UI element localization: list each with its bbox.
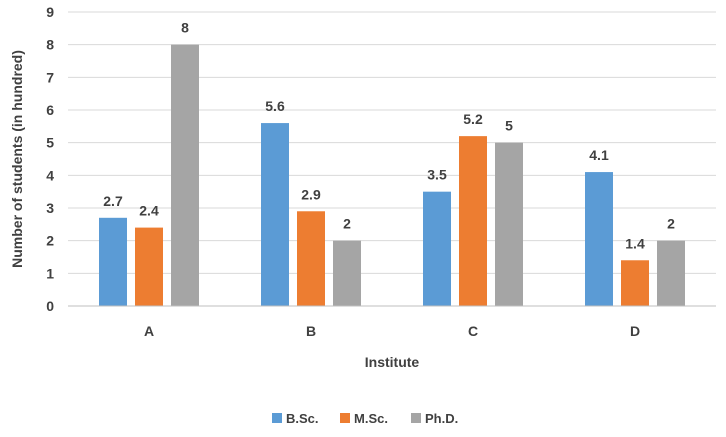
- bar-phd-d: [657, 240, 685, 306]
- data-label: 5: [505, 118, 513, 134]
- bar-bsc-c: [423, 191, 451, 306]
- y-tick-label: 5: [46, 135, 54, 151]
- data-label: 2.4: [139, 203, 159, 219]
- x-axis-categories: A B C D: [144, 323, 640, 339]
- bar-bsc-a: [99, 217, 127, 306]
- legend: B.Sc. M.Sc. Ph.D.: [272, 411, 458, 426]
- data-label: 4.1: [589, 147, 609, 163]
- gridlines: [68, 11, 716, 274]
- legend-swatch-bsc: [272, 413, 282, 423]
- legend-label: M.Sc.: [354, 411, 388, 426]
- legend-label: B.Sc.: [286, 411, 319, 426]
- data-label: 2.9: [301, 186, 321, 202]
- y-tick-label: 0: [46, 298, 54, 314]
- y-tick-label: 7: [46, 69, 54, 85]
- legend-swatch-phd: [411, 413, 421, 423]
- bar-msc-b: [297, 211, 325, 306]
- legend-swatch-msc: [340, 413, 350, 423]
- y-tick-label: 2: [46, 233, 54, 249]
- bar-msc-a: [135, 227, 163, 306]
- data-labels: 2.7 2.4 8 5.6 2.9 2 3.5 5.2 5 4.1 1.4 2: [103, 20, 675, 252]
- bar-bsc-d: [585, 172, 613, 306]
- bar-msc-d: [621, 260, 649, 306]
- data-label: 3.5: [427, 167, 447, 183]
- y-tick-label: 8: [46, 37, 54, 53]
- x-category-label: B: [306, 323, 316, 339]
- y-tick-label: 1: [46, 265, 54, 281]
- bar-phd-b: [333, 240, 361, 306]
- legend-label: Ph.D.: [425, 411, 458, 426]
- data-label: 2: [667, 216, 675, 232]
- data-label: 1.4: [625, 235, 645, 251]
- data-label: 5.2: [463, 111, 483, 127]
- data-label: 2.7: [103, 193, 123, 209]
- bars: [99, 44, 685, 307]
- y-axis-title: Number of students (in hundred): [9, 50, 25, 268]
- y-axis-ticks: 0 1 2 3 4 5 6 7 8 9: [46, 4, 54, 314]
- bar-phd-c: [495, 142, 523, 306]
- x-category-label: A: [144, 323, 154, 339]
- bar-bsc-b: [261, 123, 289, 306]
- x-category-label: C: [468, 323, 478, 339]
- data-label: 5.6: [265, 98, 285, 114]
- y-tick-label: 6: [46, 102, 54, 118]
- bar-msc-c: [459, 136, 487, 306]
- bar-phd-a: [171, 44, 199, 307]
- y-tick-label: 9: [46, 4, 54, 20]
- y-tick-label: 3: [46, 200, 54, 216]
- x-axis-title: Institute: [365, 354, 420, 370]
- data-label: 2: [343, 216, 351, 232]
- data-label: 8: [181, 20, 189, 36]
- y-tick-label: 4: [46, 167, 54, 183]
- x-category-label: D: [630, 323, 640, 339]
